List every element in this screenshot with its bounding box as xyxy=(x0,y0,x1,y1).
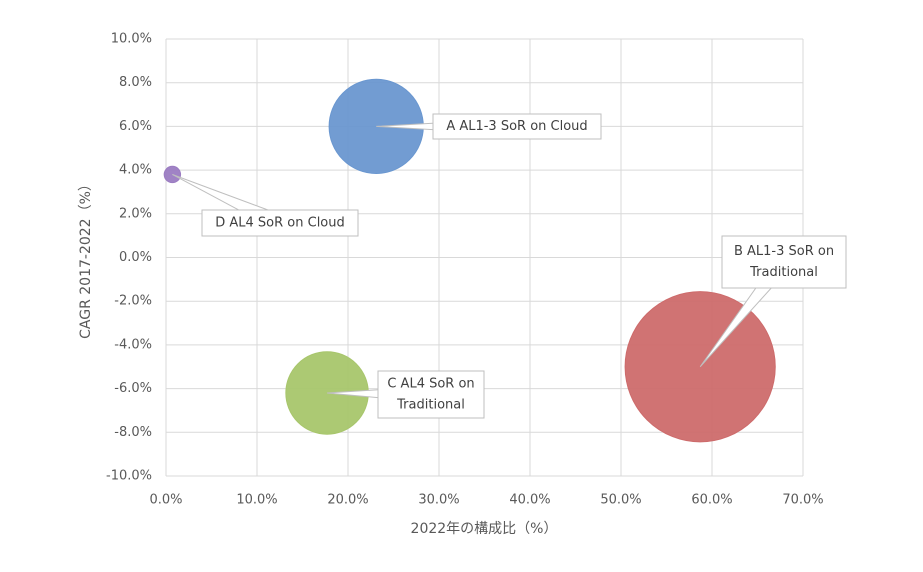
x-tick-label: 10.0% xyxy=(236,493,277,508)
y-tick-label: 10.0% xyxy=(111,32,152,47)
y-tick-label: -4.0% xyxy=(114,337,152,352)
callout-box xyxy=(201,209,359,237)
y-tick-label: 2.0% xyxy=(119,206,152,221)
y-tick-label: -8.0% xyxy=(114,425,152,440)
x-axis-title: 2022年の構成比（%） xyxy=(411,521,558,537)
y-axis-title: CAGR 2017-2022（%） xyxy=(78,177,94,339)
y-tick-label: 8.0% xyxy=(119,75,152,90)
data-label: Traditional xyxy=(396,398,465,413)
x-tick-label: 60.0% xyxy=(691,493,732,508)
callout-box xyxy=(432,113,602,140)
x-tick-label: 20.0% xyxy=(327,493,368,508)
x-tick-label: 30.0% xyxy=(418,493,459,508)
x-tick-label: 50.0% xyxy=(600,493,641,508)
data-label: Traditional xyxy=(749,265,818,280)
y-tick-label: -6.0% xyxy=(114,381,152,396)
x-tick-label: 0.0% xyxy=(149,493,182,508)
y-tick-label: 6.0% xyxy=(119,119,152,134)
y-tick-label: -2.0% xyxy=(114,294,152,309)
y-tick-label: 0.0% xyxy=(119,250,152,265)
x-tick-label: 70.0% xyxy=(782,493,823,508)
data-label: A AL1-3 SoR on Cloud xyxy=(446,119,587,134)
callout-box xyxy=(377,370,485,419)
y-tick-label: -10.0% xyxy=(106,469,152,484)
data-label: D AL4 SoR on Cloud xyxy=(215,216,345,231)
data-label: B AL1-3 SoR on xyxy=(734,244,834,259)
y-tick-label: 4.0% xyxy=(119,163,152,178)
x-tick-label: 40.0% xyxy=(509,493,550,508)
data-label: C AL4 SoR on xyxy=(387,377,474,392)
callout-box xyxy=(721,235,847,289)
